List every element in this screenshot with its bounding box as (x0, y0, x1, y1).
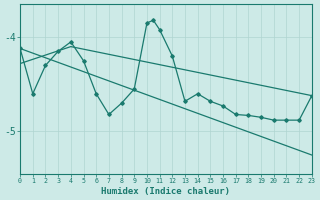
X-axis label: Humidex (Indice chaleur): Humidex (Indice chaleur) (101, 187, 230, 196)
